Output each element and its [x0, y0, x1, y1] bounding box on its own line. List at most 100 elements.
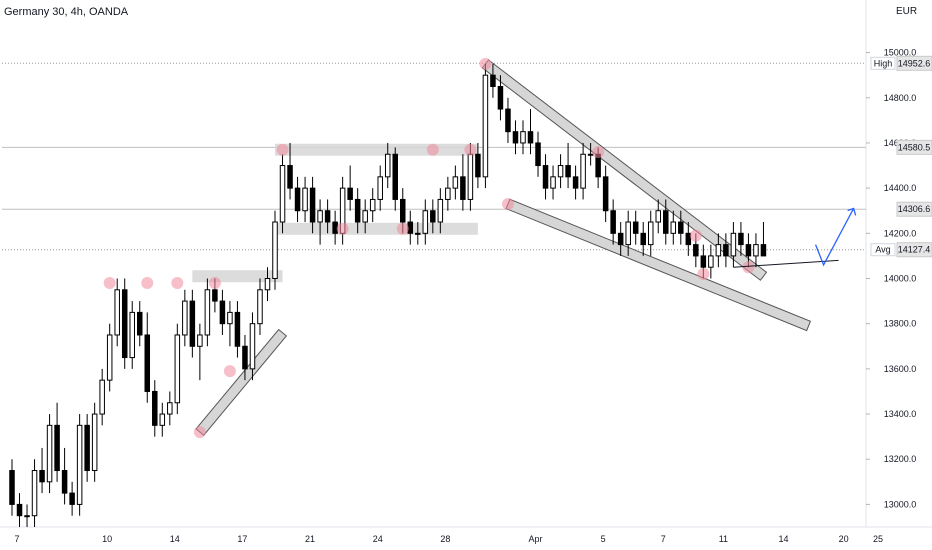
marker-value: 14580.5: [898, 142, 931, 152]
candle-body: [242, 345, 248, 370]
candle-body: [136, 311, 143, 336]
touch-point: [276, 143, 289, 156]
touch-point: [141, 277, 154, 290]
y-tick-label: 13600.0: [884, 364, 917, 374]
touch-point: [396, 222, 409, 235]
candle-body: [663, 210, 669, 234]
candle-body: [460, 176, 466, 200]
candle-body: [617, 232, 624, 246]
candle-body: [730, 232, 737, 257]
marker-value-box: [896, 55, 932, 71]
marker-value-box: [896, 242, 932, 258]
candle-body: [422, 210, 429, 234]
candle-body: [99, 379, 105, 415]
candle-body: [227, 311, 233, 325]
touch-point: [689, 229, 702, 242]
candle-body: [249, 323, 256, 370]
candle-body: [475, 153, 481, 178]
candle-body: [332, 221, 338, 234]
marker-value: 14127.4: [898, 245, 931, 255]
candle-body: [708, 255, 714, 268]
candle-body: [204, 289, 211, 336]
x-tick-label: 10: [102, 534, 112, 544]
x-tick-label: 28: [440, 534, 450, 544]
candle-body: [9, 470, 15, 505]
candle-body: [753, 244, 759, 257]
marker-label: Avg: [875, 245, 890, 255]
y-tick-label: 13200.0: [884, 454, 917, 464]
candle-body: [670, 221, 677, 234]
y-tick-label: 13800.0: [884, 319, 917, 329]
marker-label-box: [870, 243, 896, 257]
support-trendline: [733, 259, 839, 268]
candle-body: [174, 334, 181, 404]
range-bottom: [275, 222, 478, 235]
candle-body: [61, 470, 68, 494]
candle-body: [369, 198, 376, 212]
x-tick-label: 17: [237, 534, 247, 544]
candle-body: [362, 210, 368, 223]
candle-body: [520, 131, 526, 144]
y-tick-label: 14200.0: [884, 228, 917, 238]
candle-body: [467, 153, 474, 200]
candle-body: [152, 390, 158, 426]
candle-body: [527, 131, 534, 144]
candle-body: [167, 402, 173, 415]
y-tick-label: 13400.0: [884, 409, 917, 419]
candle-body: [76, 424, 83, 505]
candle-body: [565, 165, 571, 178]
y-tick-label: 14400.0: [884, 183, 917, 193]
candle-body: [287, 165, 293, 189]
marker-value-box: [896, 201, 932, 217]
x-tick-label: 7: [661, 534, 666, 544]
candle-body: [452, 176, 459, 189]
y-tick-label: 13000.0: [884, 499, 917, 509]
marker-label: High: [874, 58, 893, 68]
candle-body: [257, 289, 263, 325]
candle-body: [542, 165, 549, 189]
candle-body: [482, 74, 489, 178]
candle-body: [535, 142, 541, 167]
candle-body: [317, 210, 323, 223]
candle-body: [106, 334, 113, 381]
currency-label[interactable]: EUR: [896, 6, 918, 17]
triangle-support: [195, 328, 288, 437]
candle-body: [655, 210, 662, 223]
candle-body: [587, 153, 594, 156]
x-tick-label: 11: [719, 534, 728, 544]
candle-body: [16, 503, 23, 517]
candle-body: [39, 470, 45, 483]
candle-body: [384, 153, 391, 178]
candle-body: [640, 232, 646, 246]
candle-body: [602, 176, 609, 212]
touch-point: [336, 222, 349, 235]
candle-body: [129, 311, 135, 359]
y-tick-label: 15000.0: [884, 48, 917, 58]
touch-point: [223, 365, 236, 378]
touch-point: [208, 277, 221, 290]
x-tick-label: 14: [170, 534, 180, 544]
touch-point: [479, 57, 492, 70]
touch-point: [501, 197, 514, 210]
candle-body: [182, 300, 188, 336]
candle-body: [512, 131, 519, 144]
candle-body: [31, 470, 38, 517]
y-tick-label: 14000.0: [884, 274, 917, 284]
marker-label-box: [870, 56, 896, 70]
candle-body: [445, 187, 451, 200]
touch-point: [103, 277, 116, 290]
candle-body: [632, 221, 639, 234]
candle-body: [294, 187, 301, 212]
candle-body: [407, 221, 414, 234]
candle-body: [114, 289, 120, 336]
candle-body: [678, 221, 684, 234]
candle-body: [347, 187, 353, 200]
candle-body: [272, 221, 278, 279]
candle-body: [324, 210, 331, 223]
range-top: [275, 143, 478, 156]
candle-body: [625, 221, 631, 246]
touch-point: [171, 277, 184, 290]
candle-body: [197, 334, 203, 347]
candle-body: [415, 232, 421, 235]
